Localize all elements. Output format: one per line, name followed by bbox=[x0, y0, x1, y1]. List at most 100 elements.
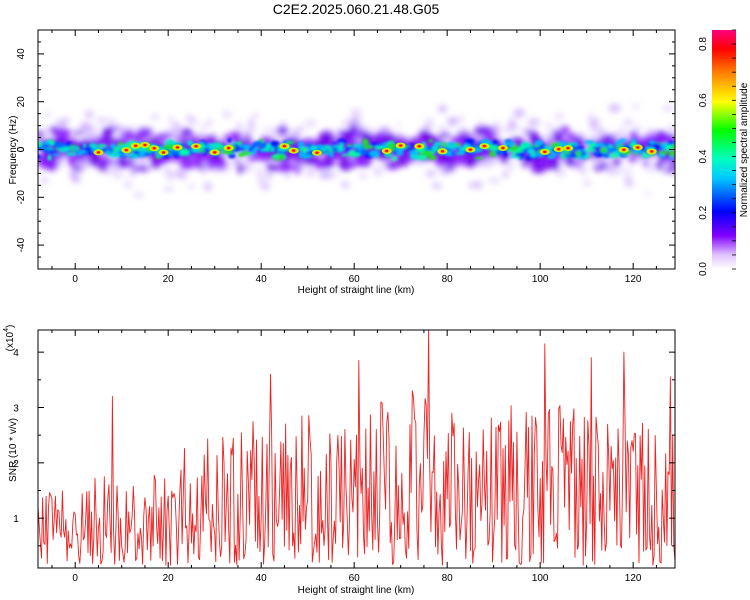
spectrogram-y-tick-label: -20 bbox=[16, 190, 27, 205]
spectrogram-band-blob bbox=[552, 135, 561, 142]
spectrogram-core-blob bbox=[374, 145, 386, 150]
spectrogram-band-blob bbox=[612, 157, 621, 167]
spectrogram-core-blob bbox=[608, 144, 614, 149]
spectrogram-core-blob bbox=[331, 142, 338, 146]
spectrogram-halo-blob bbox=[546, 122, 552, 129]
spectrogram-core-blob bbox=[53, 141, 65, 149]
spectrogram-x-tick-label: 120 bbox=[625, 274, 642, 285]
spectrogram-halo-blob bbox=[603, 166, 616, 173]
snr-frame bbox=[37, 329, 676, 569]
spectrogram-core-blob bbox=[368, 150, 381, 157]
spectrogram-core-blob bbox=[671, 143, 675, 150]
spectrogram-halo-blob bbox=[634, 124, 641, 131]
spectrogram-core-blob bbox=[489, 150, 497, 157]
spectrogram-core-blob bbox=[447, 142, 455, 146]
spectrogram-halo-blob bbox=[207, 119, 212, 126]
spectrogram-core-blob bbox=[608, 153, 620, 158]
snr-y-label: SNR (10 * v/v) bbox=[8, 418, 19, 482]
colorbar-tick-label: 0.4 bbox=[698, 149, 709, 163]
colorbar-tick-label: 0.6 bbox=[698, 93, 709, 107]
spectrogram-band-blob bbox=[91, 138, 101, 145]
spectrogram-core-blob bbox=[450, 151, 456, 156]
spectrogram-core-blob bbox=[618, 138, 627, 143]
spectrogram-hotspot-center bbox=[557, 147, 561, 151]
spectrogram-halo-blob bbox=[502, 171, 509, 178]
spectrogram-halo-blob bbox=[168, 116, 174, 124]
spectrogram-halo-blob bbox=[200, 124, 208, 130]
spectrogram-halo-blob bbox=[581, 170, 587, 176]
spectrogram-band-blob bbox=[49, 126, 57, 135]
spectrogram-core-blob bbox=[455, 147, 460, 151]
spectrogram-band-blob bbox=[551, 130, 560, 135]
spectrogram-band-blob bbox=[265, 163, 280, 172]
spectrogram-core-blob bbox=[72, 145, 79, 151]
spectrogram-halo-blob bbox=[616, 170, 622, 174]
spectrogram-core-blob bbox=[595, 142, 605, 147]
spectrogram-halo-blob bbox=[626, 120, 632, 127]
spectrogram-halo-blob bbox=[125, 181, 131, 188]
spectrogram-core-blob bbox=[431, 145, 439, 152]
spectrogram-hotspot-center bbox=[292, 149, 296, 152]
spectrogram-hotspot-center bbox=[213, 151, 217, 154]
spectrogram-halo-blob bbox=[556, 168, 566, 177]
spectrogram-core-blob bbox=[409, 150, 418, 155]
spectrogram-core-blob bbox=[298, 150, 304, 156]
spectrogram-x-ticks: 0 20 40 60 80 100 120 bbox=[51, 30, 657, 285]
spectrogram-halo-blob bbox=[365, 127, 376, 132]
spectrogram-halo-blob bbox=[527, 118, 540, 127]
spectrogram-core-blob bbox=[370, 142, 379, 147]
spectrogram-band-blob bbox=[325, 133, 336, 144]
snr-x-ticks: 0 20 40 60 80 100 120 bbox=[51, 330, 657, 584]
spectrogram-halo-blob bbox=[350, 108, 362, 118]
spectrogram-band-blob bbox=[529, 129, 538, 140]
spectrogram-band-blob bbox=[629, 130, 639, 141]
spectrogram-band-blob bbox=[643, 160, 650, 168]
snr-x-tick-label: 60 bbox=[349, 573, 361, 584]
spectrogram-hotspot-center bbox=[482, 144, 486, 148]
spectrogram-band-blob bbox=[47, 161, 58, 170]
spectrogram-core-blob bbox=[641, 152, 649, 159]
spectrogram-core-blob bbox=[251, 148, 257, 155]
spectrogram-halo-blob bbox=[163, 187, 175, 191]
spectrogram-halo-blob bbox=[245, 125, 257, 133]
spectrogram-halo-blob bbox=[425, 170, 437, 177]
spectrogram-halo-blob bbox=[222, 110, 232, 119]
spectrogram-core-blob bbox=[47, 154, 52, 161]
spectrogram-y-tick-label: 0 bbox=[16, 146, 27, 152]
spectrogram-hotspot-center bbox=[501, 146, 505, 150]
spectrogram-halo-blob bbox=[258, 178, 265, 187]
spectrogram-core-blob bbox=[585, 148, 592, 152]
spectrogram-core-blob bbox=[38, 141, 43, 147]
spectrogram-y-tick-label: 0 bbox=[16, 146, 27, 152]
spectrogram-core-blob bbox=[315, 144, 325, 150]
spectrogram-core-blob bbox=[353, 153, 362, 157]
spectrogram-core-blob bbox=[240, 144, 252, 149]
spectrogram-core-blob bbox=[319, 148, 328, 152]
spectrogram-outlier bbox=[447, 117, 456, 124]
spectrogram-band-blob bbox=[154, 134, 166, 139]
spectrogram-halo-blob bbox=[468, 182, 477, 188]
spectrogram-band-blob bbox=[314, 160, 325, 170]
spectrogram-hotspot-center bbox=[468, 148, 473, 151]
spectrogram-band-blob bbox=[656, 160, 663, 171]
spectrogram-halo-blob bbox=[284, 173, 291, 179]
spectrogram-y-tick-label: -40 bbox=[16, 237, 27, 252]
spectrogram-halo-blob bbox=[63, 116, 69, 125]
spectrogram-band-blob bbox=[87, 155, 102, 167]
spectrogram-halo-blob bbox=[129, 171, 135, 179]
spectrogram-halo-blob bbox=[583, 179, 591, 187]
spectrogram-x-tick-label: 80 bbox=[442, 274, 454, 285]
colorbar-ticks: 0.0 0.2 0.4 0.6 0.8 bbox=[698, 29, 736, 276]
spectrogram-core-blob bbox=[357, 145, 363, 151]
spectrogram-core-blob bbox=[337, 138, 347, 145]
snr-x-tick-label: 120 bbox=[625, 573, 642, 584]
spectrogram-core-blob bbox=[396, 152, 404, 156]
spectrogram-band-blob bbox=[443, 165, 456, 172]
spectrogram-halo-blob bbox=[358, 172, 368, 179]
spectrogram-band-blob bbox=[659, 134, 671, 145]
spectrogram-band-blob bbox=[438, 133, 449, 139]
spectrogram-core-blob bbox=[237, 152, 246, 157]
spectrogram-halo-blob bbox=[263, 127, 272, 133]
snr-panel: 0 20 40 60 80 100 120 1 2 3 4 Height of straight … bbox=[3, 325, 676, 596]
spectrogram-x-tick-label: 40 bbox=[256, 274, 268, 285]
